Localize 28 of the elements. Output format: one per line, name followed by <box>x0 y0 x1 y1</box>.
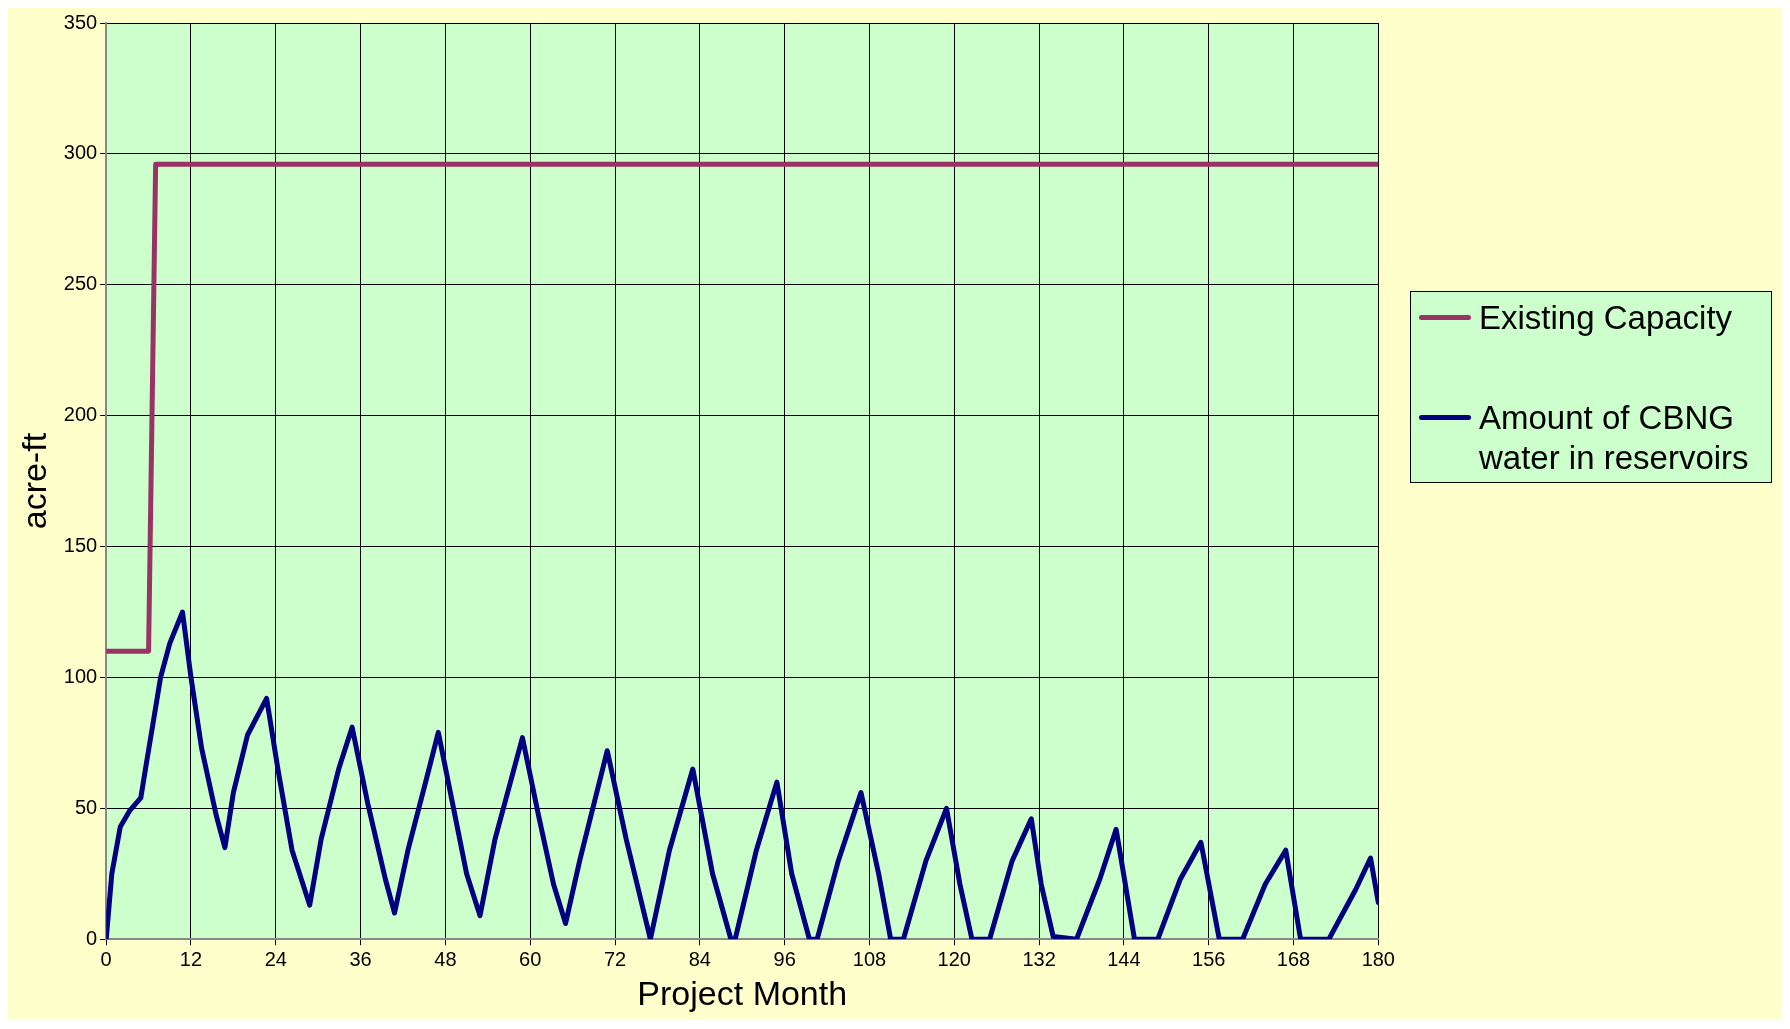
x-tick-label: 60 <box>519 947 542 970</box>
x-axis-title: Project Month <box>637 973 848 1012</box>
x-tick-label: 0 <box>100 947 112 970</box>
x-tick-label: 144 <box>1107 947 1141 970</box>
x-tick-label: 132 <box>1022 947 1056 970</box>
y-tick-label: 300 <box>63 141 98 164</box>
x-tick-label: 84 <box>688 947 711 970</box>
y-tick-label: 0 <box>86 926 98 949</box>
x-tick-label: 168 <box>1276 947 1311 970</box>
y-tick-label: 250 <box>63 272 98 295</box>
y-tick-label: 100 <box>63 664 98 687</box>
y-tick-label: 50 <box>74 795 98 818</box>
x-tick-label: 96 <box>773 947 796 970</box>
x-tick-label: 156 <box>1192 947 1226 970</box>
legend-label: Amount of CBNG water in reservoirs <box>1479 398 1750 478</box>
y-axis-title: acre-ft <box>14 432 53 530</box>
x-tick-label: 48 <box>434 947 457 970</box>
y-tick-label: 350 <box>63 10 98 33</box>
x-tick-label: 24 <box>264 947 287 970</box>
x-tick-label: 72 <box>603 947 627 970</box>
x-tick-label: 12 <box>179 947 203 970</box>
x-tick-label: 36 <box>349 947 372 970</box>
y-tick-label: 150 <box>63 534 98 557</box>
x-tick-label: 108 <box>852 947 887 970</box>
y-tick-label: 200 <box>63 403 98 426</box>
legend-label: Existing Capacity <box>1479 298 1733 338</box>
x-tick-label: 180 <box>1361 947 1395 970</box>
x-tick-label: 120 <box>937 947 971 970</box>
